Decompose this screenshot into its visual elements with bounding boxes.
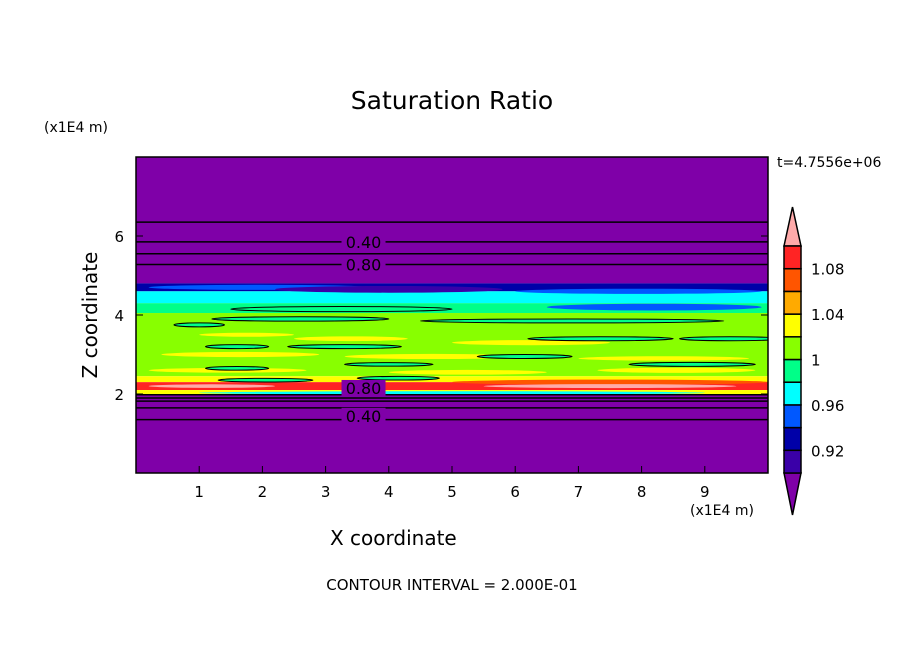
field-patch [148, 384, 276, 388]
field-band [136, 303, 768, 314]
y-axis-unit: (x1E4 m) [44, 120, 108, 136]
contour-label-bg [341, 379, 386, 396]
contour-label: 0.40 [346, 233, 382, 252]
colorbar-swatch [783, 449, 802, 474]
field-patch [452, 340, 610, 346]
field-patch [527, 336, 674, 342]
field-patch [628, 361, 756, 367]
y-tick-label: 4 [114, 307, 124, 325]
field-group [136, 157, 768, 473]
colorbar-swatch [783, 290, 802, 315]
colorbar-under-triangle [783, 472, 802, 516]
x-tick-label: 2 [258, 483, 268, 501]
contour-label: 0.80 [346, 379, 382, 398]
x-tick-label: 8 [637, 483, 647, 501]
field-patch [161, 351, 320, 358]
field-band [136, 157, 768, 284]
colorbar-swatch [783, 404, 802, 429]
field-patch [199, 332, 294, 337]
x-tick-label: 4 [384, 483, 394, 501]
x-tick-label: 6 [510, 483, 520, 501]
field-band [136, 394, 768, 473]
x-tick-label: 5 [447, 483, 457, 501]
y-tick-label: 2 [114, 386, 124, 404]
field-patch [452, 379, 768, 385]
colorbar-tick-label: 1.08 [811, 261, 844, 279]
colorbar-swatch [783, 267, 802, 293]
field-patch [356, 375, 440, 381]
field-band [136, 291, 768, 304]
colorbar-tick-label: 0.96 [811, 397, 844, 415]
x-axis-unit: (x1E4 m) [690, 503, 754, 519]
field-patch [230, 305, 453, 313]
field-band [136, 376, 768, 383]
colorbar-tick-label: 0.92 [811, 442, 844, 460]
contour-label: 0.40 [346, 407, 382, 426]
field-patch [205, 344, 270, 350]
field-patch [287, 344, 402, 350]
x-tick-label: 7 [574, 483, 584, 501]
field-patch [388, 369, 547, 375]
field-patch [173, 322, 225, 328]
colorbar-tick-label: 1.04 [811, 306, 844, 324]
field-patch [199, 391, 705, 395]
field-patch [515, 288, 762, 294]
field-patch [211, 316, 390, 322]
field-patch [294, 336, 408, 342]
field-patch [344, 362, 434, 367]
colorbar-swatch [783, 426, 802, 452]
contour-label: 0.80 [346, 255, 382, 274]
x-tick-label: 3 [321, 483, 331, 501]
chart-title: Saturation Ratio [350, 86, 554, 115]
x-tick-label: 1 [194, 483, 204, 501]
field-patch [419, 318, 725, 324]
contour-label-bg [341, 407, 386, 424]
field-patch [597, 367, 756, 373]
x-tick-label: 9 [700, 483, 710, 501]
field-patch [679, 336, 768, 342]
field-patch [476, 353, 573, 359]
field-patch [483, 384, 737, 389]
field-band [136, 382, 768, 391]
field-patch [578, 356, 750, 361]
colorbar-swatch [783, 313, 802, 338]
colorbar-swatch [783, 358, 802, 383]
field-patch [205, 366, 270, 371]
field-patch [546, 303, 762, 311]
colorbar-swatch [783, 245, 802, 270]
time-label: t=4.7556e+06 [777, 155, 882, 171]
x-axis-label: X coordinate [330, 526, 457, 550]
field-patch [275, 285, 503, 293]
contour-interval-note: CONTOUR INTERVAL = 2.000E-01 [326, 576, 578, 594]
colorbar-swatch [783, 381, 802, 406]
field-patch [344, 353, 522, 360]
colorbar-over-triangle [783, 206, 802, 247]
contour-label-bg [341, 233, 386, 250]
field-patch [217, 377, 314, 383]
y-tick-label: 6 [114, 228, 124, 246]
colorbar-swatch [783, 336, 802, 361]
contour-label-bg [341, 256, 386, 273]
colorbar-tick-label: 1 [811, 352, 821, 370]
